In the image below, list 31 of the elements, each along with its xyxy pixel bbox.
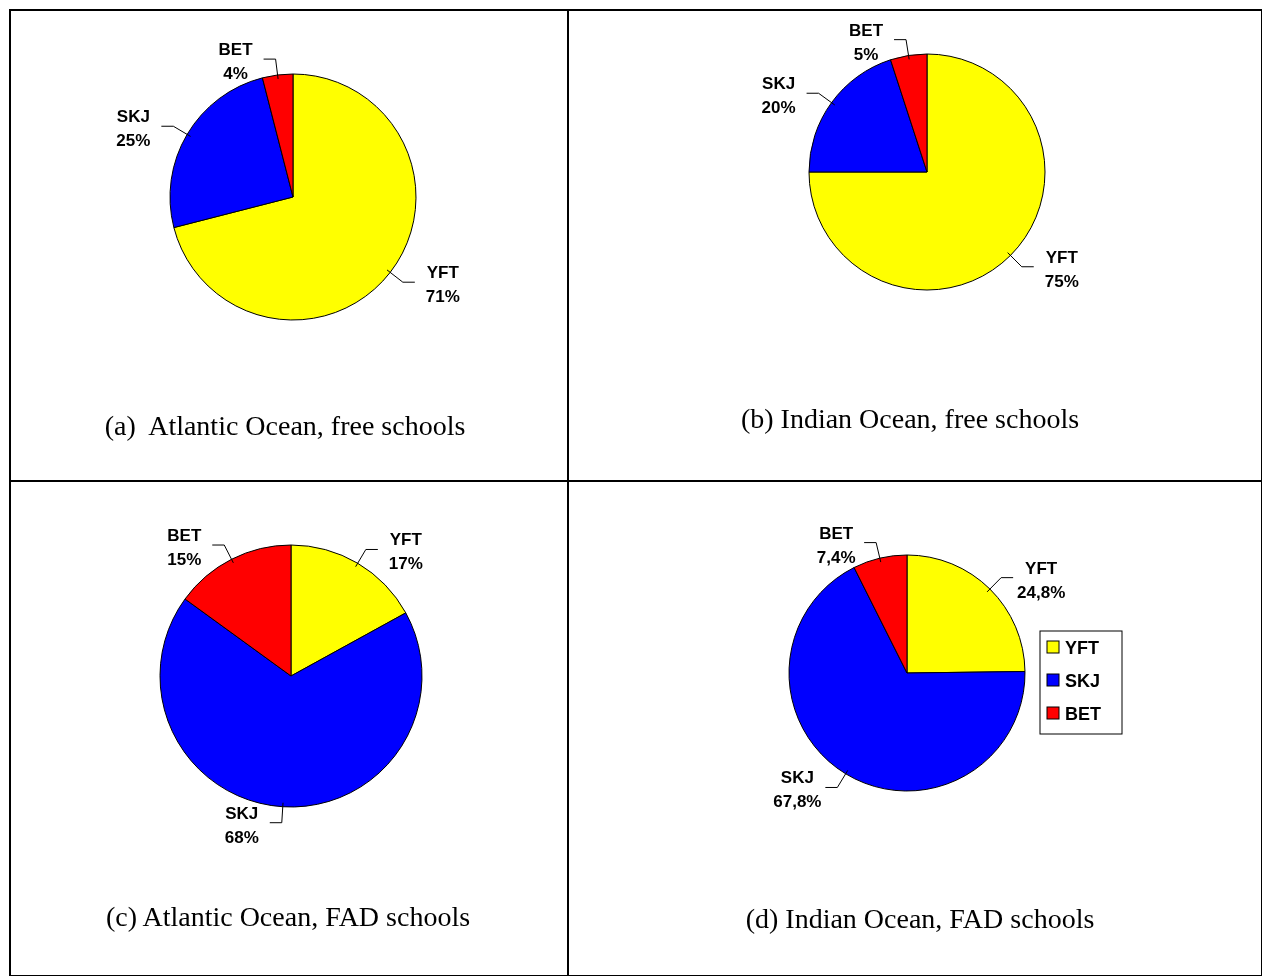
slice-label: BET	[167, 526, 202, 546]
legend-label: BET	[1065, 704, 1101, 724]
text: (d) Indian Ocean, FAD schools	[745, 903, 1095, 934]
slice-label: YFT	[1045, 247, 1079, 267]
data-label: 24,8%	[1017, 582, 1066, 602]
data-label: 75%	[1044, 271, 1079, 291]
data-label: 5%	[853, 44, 879, 64]
slice-label: BET	[218, 40, 254, 60]
text: (b) Indian Ocean, free schools	[740, 403, 1080, 434]
data-label: 17%	[388, 554, 423, 574]
data-label: 67,8%	[773, 792, 822, 812]
slice-label: YFT	[426, 263, 460, 283]
slice-label: YFT	[389, 530, 423, 550]
slice-label: YFT	[1025, 558, 1058, 578]
data-label: 68%	[224, 827, 259, 847]
data-label: 20%	[761, 98, 796, 118]
slice-label: SKJ	[762, 74, 796, 94]
text: (c) Atlantic Ocean, FAD schools	[105, 901, 471, 932]
slice-label: BET	[849, 20, 884, 40]
legend-label: SKJ	[1065, 671, 1101, 691]
data-label: 15%	[167, 550, 202, 570]
slice-label: SKJ	[116, 107, 150, 127]
data-label: 7,4%	[816, 547, 856, 567]
legend-label: YFT	[1065, 638, 1099, 658]
slice-label: SKJ	[780, 768, 814, 788]
data-label: 4%	[223, 64, 248, 84]
data-label: 25%	[116, 131, 151, 151]
slice-label: BET	[819, 523, 854, 543]
text: (a) Atlantic Ocean, free schools	[104, 410, 466, 441]
data-label: 71%	[425, 287, 460, 307]
slice-label: SKJ	[225, 803, 259, 823]
